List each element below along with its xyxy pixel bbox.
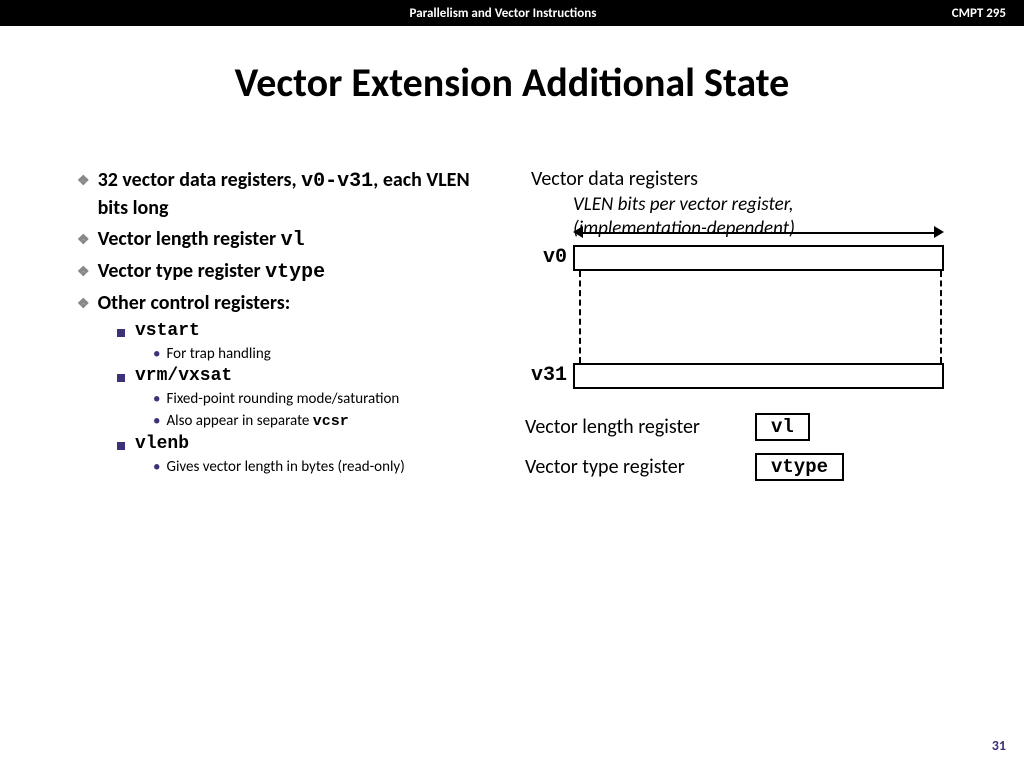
register-label: v0 — [525, 246, 573, 269]
bullet-text: Other control registers: — [98, 290, 291, 317]
square-icon — [117, 374, 125, 382]
content-area: ❖ 32 vector data registers, v0-v31, each… — [0, 107, 1024, 481]
detail-item: • Also appear in separate vcsr — [153, 410, 495, 434]
dot-icon: • — [153, 388, 160, 411]
detail-text: For trap handling — [166, 343, 270, 366]
diamond-icon: ❖ — [77, 231, 90, 250]
sub-bullet-text: vlenb — [135, 434, 189, 454]
arrow-right-icon — [934, 226, 944, 238]
vl-label: Vector length register — [525, 415, 755, 439]
diamond-icon: ❖ — [77, 295, 90, 314]
page-number: 31 — [992, 737, 1006, 754]
detail-item: • Gives vector length in bytes (read-onl… — [153, 456, 495, 479]
register-ellipsis — [579, 271, 942, 363]
bullet-text: Vector type register vtype — [98, 258, 326, 286]
header-course: CMPT 295 — [671, 6, 1006, 21]
header-bar: Parallelism and Vector Instructions CMPT… — [0, 0, 1024, 26]
vtype-label: Vector type register — [525, 455, 755, 479]
dot-icon: • — [153, 410, 160, 433]
vtype-box: vtype — [755, 453, 844, 481]
register-row: v31 — [525, 363, 984, 389]
dot-icon: • — [153, 456, 160, 479]
width-arrow — [573, 225, 944, 239]
square-icon — [117, 329, 125, 337]
sub-bullet-item: vlenb — [117, 434, 495, 454]
register-row: v0 — [525, 245, 984, 271]
dot-icon: • — [153, 343, 160, 366]
sub-bullet-text: vstart — [135, 321, 200, 341]
bullet-text: 32 vector data registers, v0-v31, each V… — [98, 167, 495, 222]
square-icon — [117, 442, 125, 450]
detail-item: • Fixed-point rounding mode/saturation — [153, 388, 495, 411]
detail-text: Gives vector length in bytes (read-only) — [166, 456, 404, 479]
bullet-item: ❖ Vector type register vtype — [95, 258, 495, 286]
vl-box: vl — [755, 413, 810, 441]
vtype-row: Vector type register vtype — [525, 453, 984, 481]
diagram-column: Vector data registers VLEN bits per vect… — [525, 167, 984, 481]
diagram-title: Vector data registers — [531, 167, 984, 191]
arrow-line — [581, 232, 936, 234]
diamond-icon: ❖ — [77, 263, 90, 282]
bullet-text: Vector length register vl — [98, 226, 305, 254]
bullet-list: ❖ 32 vector data registers, v0-v31, each… — [95, 167, 495, 481]
register-box — [573, 245, 944, 271]
sub-bullet-text: vrm/vxsat — [135, 366, 232, 386]
detail-item: • For trap handling — [153, 343, 495, 366]
detail-text: Also appear in separate vcsr — [166, 410, 348, 434]
slide-title: Vector Extension Additional State — [0, 58, 1024, 107]
diamond-icon: ❖ — [77, 172, 90, 191]
bullet-item: ❖ 32 vector data registers, v0-v31, each… — [95, 167, 495, 222]
header-title: Parallelism and Vector Instructions — [335, 6, 670, 21]
detail-text: Fixed-point rounding mode/saturation — [166, 388, 399, 411]
vl-row: Vector length register vl — [525, 413, 984, 441]
bullet-item: ❖ Vector length register vl — [95, 226, 495, 254]
bullet-item: ❖ Other control registers: — [95, 290, 495, 317]
register-box — [573, 363, 944, 389]
sub-bullet-item: vstart — [117, 321, 495, 341]
register-label: v31 — [525, 364, 573, 387]
sub-bullet-item: vrm/vxsat — [117, 366, 495, 386]
